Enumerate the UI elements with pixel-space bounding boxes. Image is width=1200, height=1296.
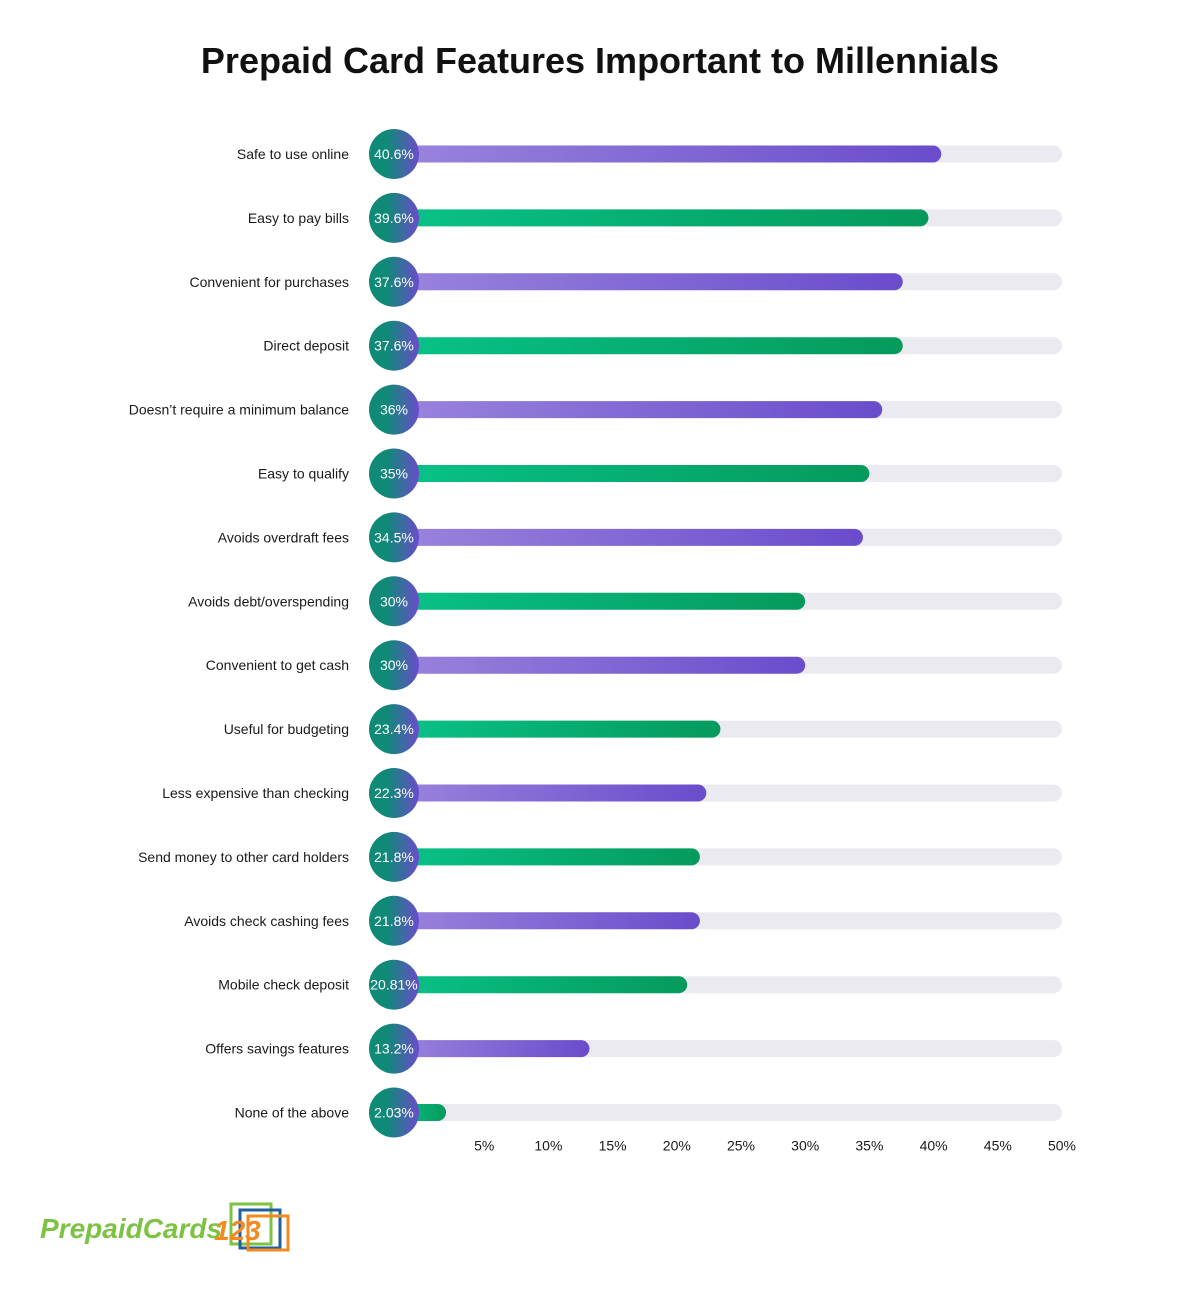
data-label: 2.03% — [374, 1105, 414, 1121]
value-badge — [369, 768, 419, 818]
bar — [395, 1040, 590, 1058]
category-label: Less expensive than checking — [162, 785, 349, 801]
bar-track — [395, 1104, 1062, 1121]
value-badge — [369, 384, 419, 435]
x-tick-label: 5% — [474, 1138, 494, 1154]
bar — [395, 720, 721, 738]
value-badge — [369, 192, 419, 243]
data-label: 40.6% — [374, 146, 414, 162]
bar-row: None of the above 2.03% — [235, 1087, 1062, 1138]
value-badge — [369, 512, 419, 563]
category-label: Convenient to get cash — [206, 657, 349, 673]
bar — [395, 592, 806, 610]
data-label: 13.2% — [374, 1041, 414, 1057]
bar — [395, 465, 870, 482]
category-label: Send money to other card holders — [138, 849, 349, 865]
x-tick-label: 35% — [855, 1138, 883, 1154]
bar-row: Direct deposit 37.6% — [263, 320, 1062, 371]
bar-row: Send money to other card holders 21.8% — [138, 831, 1062, 882]
logo-text-123: 123 — [214, 1215, 261, 1246]
logo-text-prepaidcards: PrepaidCards — [40, 1213, 222, 1244]
bar-row: Avoids check cashing fees 21.8% — [184, 895, 1062, 946]
data-label: 21.8% — [374, 849, 414, 865]
bar-row: Avoids debt/overspending 30% — [188, 576, 1062, 627]
data-label: 37.6% — [374, 338, 414, 354]
x-tick-label: 10% — [534, 1138, 562, 1154]
bar-row: Mobile check deposit 20.81% — [218, 959, 1062, 1010]
bar — [395, 848, 700, 866]
x-tick-label: 40% — [920, 1138, 948, 1154]
x-tick-label: 15% — [599, 1138, 627, 1154]
x-tick-label: 50% — [1048, 1138, 1076, 1154]
data-label: 21.8% — [374, 913, 414, 929]
bar-row: Convenient for purchases 37.6% — [189, 256, 1062, 307]
x-tick-label: 30% — [791, 1138, 819, 1154]
category-label: Doesn’t require a minimum balance — [129, 402, 349, 418]
bar — [395, 656, 806, 674]
bar — [395, 401, 883, 419]
bar — [395, 976, 688, 994]
data-label: 22.3% — [374, 785, 414, 801]
bar-row: Avoids overdraft fees 34.5% — [218, 512, 1062, 563]
category-label: Avoids check cashing fees — [184, 913, 349, 929]
bar-row: Useful for budgeting 23.4% — [224, 704, 1062, 755]
bar — [395, 784, 707, 802]
category-label: Direct deposit — [263, 338, 349, 354]
bar — [395, 145, 942, 163]
category-label: Avoids debt/overspending — [188, 593, 349, 609]
data-label: 34.5% — [374, 529, 414, 545]
data-label: 23.4% — [374, 721, 414, 737]
value-badge — [369, 576, 419, 627]
bar-row: Easy to pay bills 39.6% — [248, 192, 1062, 243]
value-badge — [369, 1087, 419, 1138]
value-badge — [369, 1023, 419, 1074]
value-badge — [369, 831, 419, 882]
category-label: Easy to qualify — [258, 466, 349, 482]
data-label: 39.6% — [374, 210, 414, 226]
category-label: Mobile check deposit — [218, 977, 349, 993]
bar-row: Offers savings features 13.2% — [205, 1023, 1062, 1074]
bar — [395, 528, 863, 546]
x-tick-label: 45% — [984, 1138, 1012, 1154]
value-badge — [369, 959, 419, 1010]
category-label: Offers savings features — [205, 1041, 349, 1057]
bar — [395, 273, 903, 291]
bar-row: Less expensive than checking 22.3% — [162, 768, 1062, 818]
chart-title: Prepaid Card Features Important to Mille… — [200, 40, 1000, 81]
bar-row: Convenient to get cash 30% — [206, 640, 1062, 691]
value-badge — [369, 448, 419, 499]
bar — [395, 337, 903, 355]
value-badge — [369, 129, 419, 179]
value-badge — [369, 895, 419, 946]
data-label: 37.6% — [374, 274, 414, 290]
category-label: Convenient for purchases — [189, 274, 349, 290]
category-label: Useful for budgeting — [224, 721, 349, 737]
bar-row: Easy to qualify 35% — [258, 448, 1062, 499]
category-label: Easy to pay bills — [248, 210, 349, 226]
data-label: 30% — [380, 657, 408, 673]
prepaidcards123-logo: PrepaidCards 123 — [40, 1202, 290, 1252]
value-badge — [369, 640, 419, 691]
value-badge — [369, 704, 419, 755]
data-label: 20.81% — [370, 977, 417, 993]
x-tick-label: 20% — [663, 1138, 691, 1154]
data-label: 36% — [380, 402, 408, 418]
logo-cards-icon — [229, 1202, 290, 1252]
value-badge — [369, 256, 419, 307]
bar — [395, 912, 700, 930]
value-badge — [369, 320, 419, 371]
category-label: Avoids overdraft fees — [218, 529, 349, 545]
bar — [395, 209, 929, 227]
x-tick-label: 25% — [727, 1138, 755, 1154]
bar-row: Safe to use online 40.6% — [237, 129, 1062, 179]
category-label: Safe to use online — [237, 146, 349, 162]
data-label: 35% — [380, 466, 408, 482]
bar-row: Doesn’t require a minimum balance 36% — [129, 384, 1062, 435]
data-label: 30% — [380, 593, 408, 609]
category-label: None of the above — [235, 1105, 350, 1121]
